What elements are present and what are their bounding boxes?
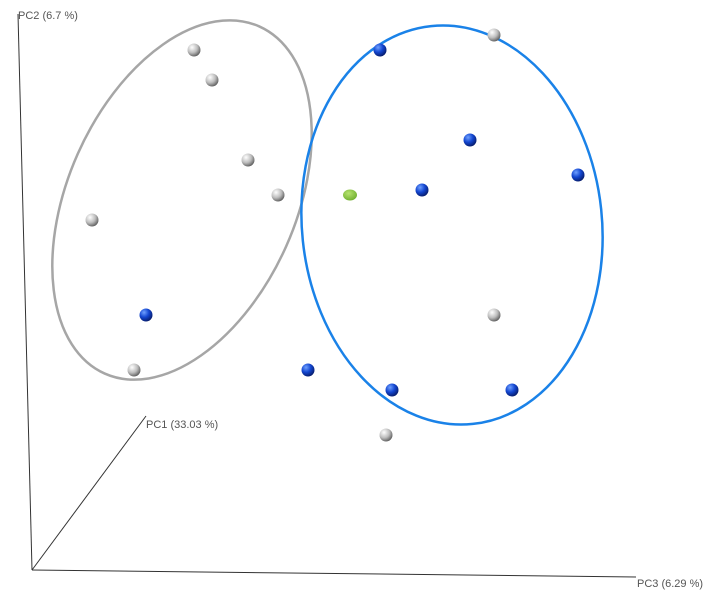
point-series2-2 xyxy=(373,43,387,57)
pc2-axis-line xyxy=(17,13,33,571)
point-series1-2 xyxy=(205,73,219,87)
point-series1-6 xyxy=(127,363,141,377)
axes: PC2 (6.7 %) PC1 (33.03 %) PC3 (6.29 %) xyxy=(17,10,703,590)
point-series3-1 xyxy=(343,189,357,201)
pc2-axis-label: PC2 (6.7 %) xyxy=(18,10,78,22)
pc1-axis-line xyxy=(31,415,147,571)
point-series2-3 xyxy=(463,133,477,147)
point-series2-4 xyxy=(415,183,429,197)
data-points xyxy=(85,28,585,442)
pc3-axis-line xyxy=(31,569,637,578)
confidence-ellipse-2 xyxy=(300,24,604,426)
point-series2-7 xyxy=(385,383,399,397)
pc1-axis-label: PC1 (33.03 %) xyxy=(146,419,218,431)
group-ellipses xyxy=(51,19,604,426)
confidence-ellipse-1 xyxy=(51,19,313,381)
point-series1-1 xyxy=(187,43,201,57)
point-series1-3 xyxy=(241,153,255,167)
point-series2-8 xyxy=(505,383,519,397)
point-series1-9 xyxy=(379,428,393,442)
point-series2-5 xyxy=(571,168,585,182)
point-series1-8 xyxy=(487,308,501,322)
point-series2-1 xyxy=(139,308,153,322)
point-series1-5 xyxy=(85,213,99,227)
point-series1-4 xyxy=(271,188,285,202)
pc3-axis-label: PC3 (6.29 %) xyxy=(637,578,703,590)
point-series2-6 xyxy=(301,363,315,377)
point-series1-7 xyxy=(487,28,501,42)
